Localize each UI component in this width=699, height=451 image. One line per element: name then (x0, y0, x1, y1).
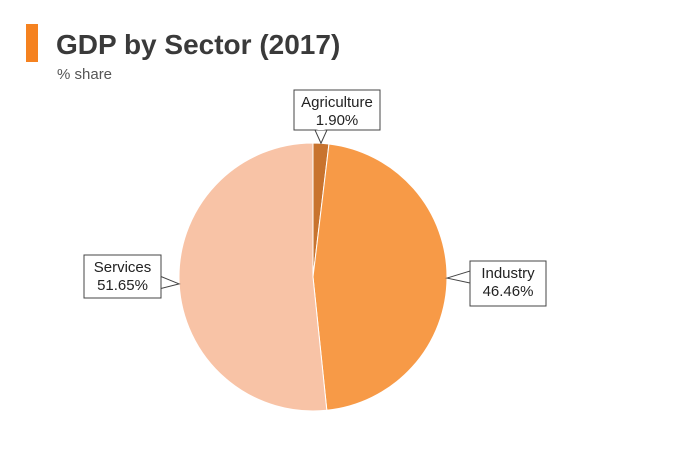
callout-box (469, 260, 547, 307)
title-accent-bar (26, 24, 38, 62)
pie-slices (178, 142, 448, 412)
pie-slice-services (178, 142, 328, 412)
callout-box (83, 254, 162, 299)
chart-title: GDP by Sector (2017) (56, 29, 341, 60)
callout-pointer (314, 129, 328, 145)
callout-name: Services (94, 259, 152, 276)
callout-value: 46.46% (483, 283, 534, 300)
callout-value: 51.65% (97, 277, 148, 294)
pie-slice-industry (312, 143, 448, 411)
callout-box (293, 89, 381, 131)
callout-value: 1.90% (316, 112, 359, 129)
callout-pointer (445, 270, 471, 284)
callout-name: Agriculture (301, 94, 373, 111)
callout-pointer (160, 275, 181, 290)
chart-subtitle: % share (57, 66, 113, 83)
callout-name: Industry (481, 265, 535, 282)
